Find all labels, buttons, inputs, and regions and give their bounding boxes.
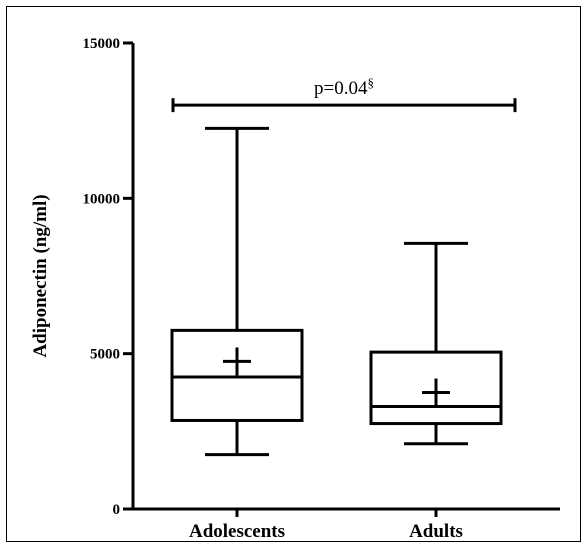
box-adults <box>369 241 503 446</box>
x-tick-label: Adults <box>409 521 463 542</box>
y-tick-label: 5000 <box>90 347 120 363</box>
x-tick-labels: Adolescents Adults <box>189 509 463 542</box>
y-tick-label: 0 <box>113 502 121 518</box>
p-value-label: p=0.04§ <box>314 75 374 99</box>
y-tick-label: 15000 <box>83 36 121 52</box>
boxes <box>170 126 503 457</box>
significance-annotation: p=0.04§ <box>171 75 517 113</box>
box-adolescents <box>170 126 304 457</box>
x-tick-label: Adolescents <box>189 521 285 542</box>
y-axis-label: Adiponectin (ng/ml) <box>30 194 51 357</box>
iqr-box <box>170 328 304 422</box>
y-tick-label: 10000 <box>83 191 121 207</box>
iqr-box <box>369 350 503 426</box>
axes <box>131 43 560 511</box>
chart-frame <box>6 6 581 542</box>
p-value-text: p=0.04 <box>314 78 368 99</box>
y-ticks: 0 5000 10000 15000 <box>83 36 133 518</box>
p-value-superscript: § <box>367 75 374 90</box>
